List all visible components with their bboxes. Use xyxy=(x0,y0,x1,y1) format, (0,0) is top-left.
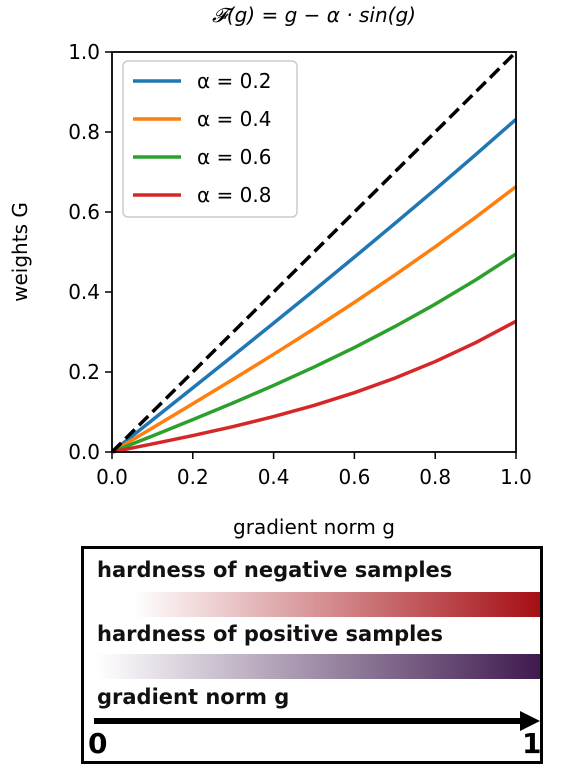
arrow-end-label: 1 xyxy=(522,727,542,760)
y-tick-label: 1.0 xyxy=(68,40,100,64)
series-line-2 xyxy=(111,185,518,454)
x-tick-label: 0.8 xyxy=(419,465,451,489)
legend-box xyxy=(122,60,298,218)
y-tick-label: 0.0 xyxy=(68,440,100,464)
chart-title: 𝓕(g) = g − α · sin(g) xyxy=(212,3,416,27)
x-tick-label: 0.6 xyxy=(338,465,370,489)
negative-hardness-label: hardness of negative samples xyxy=(97,558,453,582)
x-axis-label: gradient norm g xyxy=(233,515,395,539)
x-tick-label: 0.4 xyxy=(258,465,290,489)
positive-hardness-label: hardness of positive samples xyxy=(97,622,444,646)
plot-area: 0.0 0.2 0.4 0.6 0.8 1.0 0.0 0.2 0.4 0.6 0.8 1.0 α = … xyxy=(68,40,532,489)
legend-label-3: α = 0.6 xyxy=(197,145,271,169)
gradient-norm-arrow xyxy=(94,711,540,731)
plot-frame xyxy=(111,51,517,453)
legend-label-2: α = 0.4 xyxy=(197,107,271,131)
y-tick-label: 0.2 xyxy=(68,360,100,384)
positive-hardness-gradient-bar xyxy=(97,654,540,679)
x-tick-label: 0.2 xyxy=(177,465,209,489)
x-tick-label: 0.0 xyxy=(96,465,128,489)
series-line-1 xyxy=(110,118,518,454)
x-tick-label: 1.0 xyxy=(500,465,532,489)
y-tick-label: 0.4 xyxy=(68,280,100,304)
y-axis-label: weights G xyxy=(8,202,32,302)
hardness-panel: hardness of negative samples hardness of… xyxy=(81,546,543,764)
gradient-norm-label: gradient norm g xyxy=(97,685,290,709)
y-tick-label: 0.8 xyxy=(68,120,100,144)
series-line-4 xyxy=(111,319,517,454)
line-chart: 𝓕(g) = g − α · sin(g) 0.0 0.2 0.4 0.6 0.8 1.0… xyxy=(8,3,532,539)
arrow-start-label: 0 xyxy=(88,727,108,760)
legend-label-4: α = 0.8 xyxy=(197,183,271,207)
legend-label-1: α = 0.2 xyxy=(197,69,271,93)
y-tick-label: 0.6 xyxy=(68,200,100,224)
series-line-3 xyxy=(111,252,517,454)
negative-hardness-gradient-bar xyxy=(134,592,540,617)
